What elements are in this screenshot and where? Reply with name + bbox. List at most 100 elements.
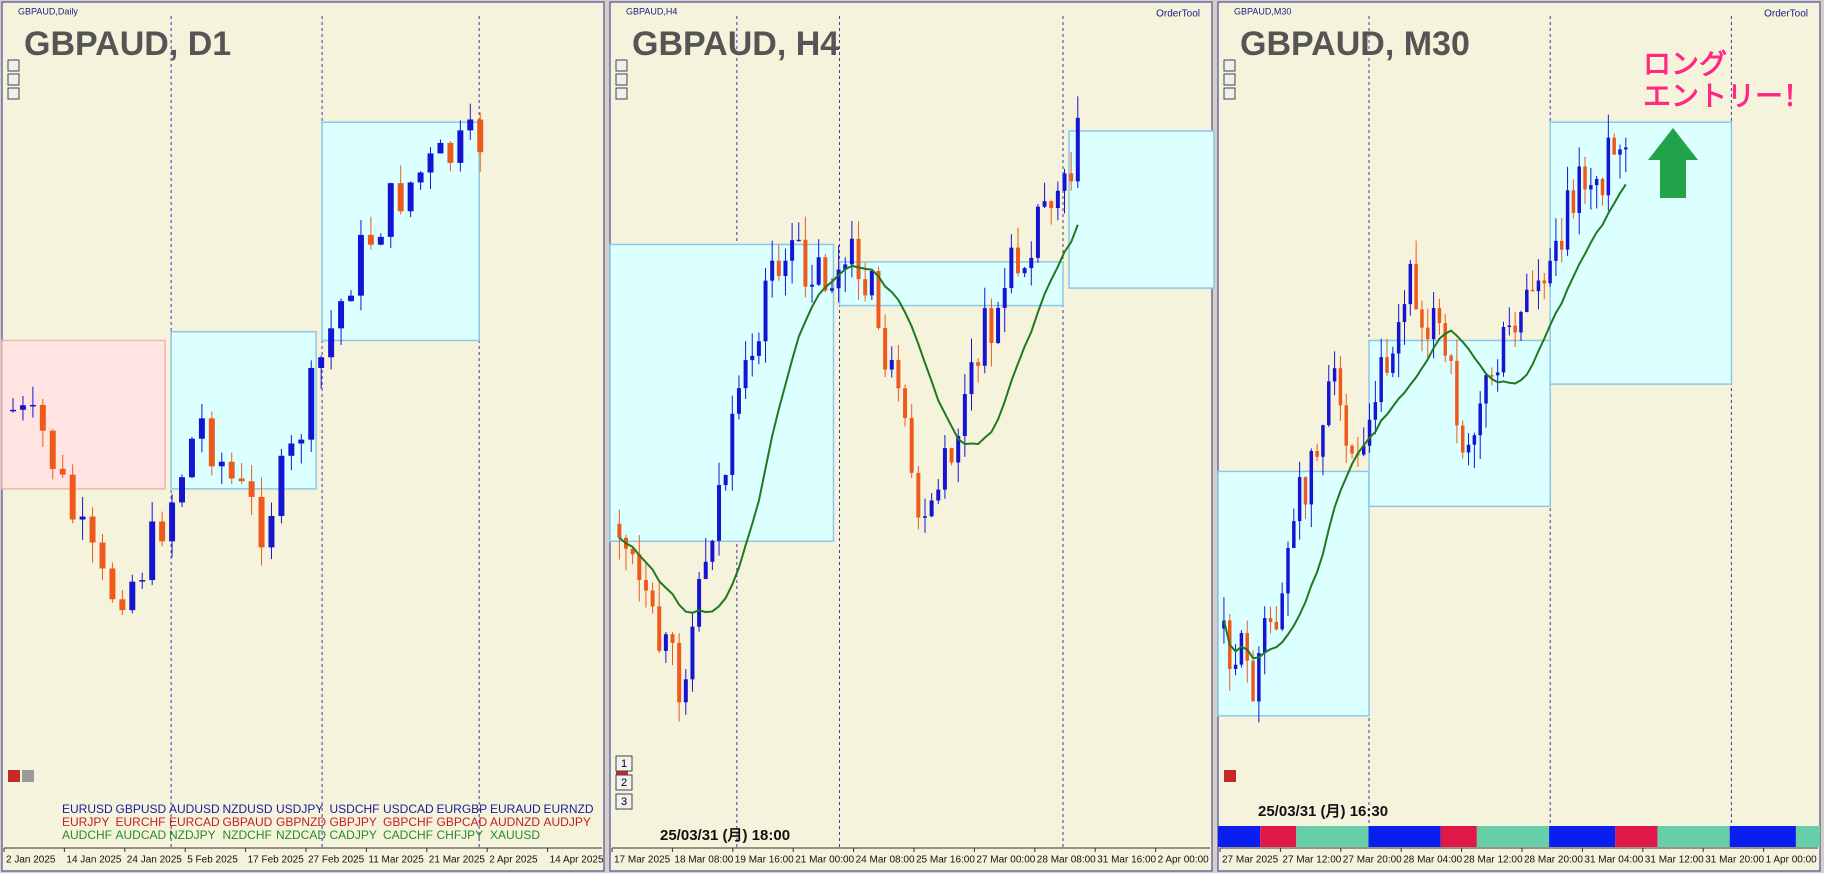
candle-body: [942, 448, 947, 490]
session-bar: [1615, 826, 1658, 847]
session-bar: [1368, 826, 1441, 847]
scroll-button[interactable]: [7, 73, 20, 86]
preset-button-label[interactable]: 2: [621, 777, 627, 789]
symbol-link[interactable]: AUDNZD: [490, 815, 540, 829]
candle-body: [690, 626, 695, 680]
symbol-link[interactable]: AUDUSD: [169, 802, 220, 816]
candle-body: [663, 634, 668, 651]
button-min[interactable]: [22, 770, 34, 782]
candle-body: [849, 238, 854, 265]
x-tick-label: 24 Mar 08:00: [856, 855, 915, 866]
candle-body: [1233, 664, 1238, 669]
candle-body: [1292, 521, 1296, 548]
preset-button-label[interactable]: 1: [621, 758, 627, 770]
candle-body: [796, 239, 801, 242]
candle-body: [1525, 289, 1529, 313]
candle-body: [810, 284, 815, 287]
symbol-link[interactable]: EURAUD: [490, 802, 541, 816]
candle-body: [836, 269, 841, 289]
candle-body: [427, 153, 434, 173]
candle-body: [750, 355, 755, 361]
symbol-link[interactable]: EURCAD: [169, 815, 220, 829]
button-close[interactable]: [1224, 770, 1236, 782]
range-box: [321, 121, 480, 342]
candle-body: [1484, 375, 1488, 404]
symbol-link[interactable]: AUDCHF: [62, 828, 112, 842]
symbol-link[interactable]: NZDCAD: [276, 828, 326, 842]
x-tick-label: 2 Apr 2025: [489, 855, 538, 866]
candle-body: [298, 439, 305, 444]
candle-body: [617, 523, 622, 538]
symbol-link[interactable]: EURGBP: [437, 802, 488, 816]
symbol-link[interactable]: USDCAD: [383, 802, 434, 816]
candle-body: [288, 443, 295, 456]
symbol-title: GBPAUD, D1: [24, 25, 231, 63]
symbol-link[interactable]: AUDCAD: [116, 828, 167, 842]
symbol-title: GBPAUD, M30: [1240, 25, 1470, 63]
candle-body: [1606, 137, 1611, 196]
symbol-link[interactable]: GBPCAD: [437, 815, 488, 829]
symbol-link[interactable]: GBPAUD: [223, 815, 273, 829]
scroll-button[interactable]: [615, 59, 628, 72]
symbol-link[interactable]: GBPJPY: [330, 815, 377, 829]
candle-body: [889, 360, 894, 370]
scroll-button[interactable]: [615, 73, 628, 86]
moving-average: [1222, 183, 1627, 660]
candle-body: [437, 142, 444, 154]
symbol-link[interactable]: GBPUSD: [116, 802, 167, 816]
session-bar: [1440, 826, 1477, 847]
candle-body: [218, 461, 225, 467]
candle-body: [843, 264, 848, 270]
candle-body: [407, 182, 414, 212]
symbol-link[interactable]: CADJPY: [330, 828, 377, 842]
symbol-link[interactable]: NZDJPY: [169, 828, 216, 842]
scroll-button[interactable]: [7, 87, 20, 100]
preset-button-label[interactable]: 3: [621, 796, 627, 808]
window-title: GBPAUD,H4: [626, 6, 677, 16]
scroll-button[interactable]: [1223, 73, 1236, 86]
candle-body: [743, 360, 748, 389]
symbol-link[interactable]: NZDCHF: [223, 828, 272, 842]
symbol-link[interactable]: EURJPY: [62, 815, 109, 829]
symbol-title: GBPAUD, H4: [632, 25, 839, 63]
symbol-link[interactable]: EURUSD: [62, 802, 113, 816]
candle-body: [1332, 368, 1337, 382]
candle-body: [703, 561, 708, 580]
button-close[interactable]: [8, 770, 20, 782]
candle-body: [367, 234, 374, 245]
candle-body: [976, 362, 981, 366]
candle-body: [1245, 633, 1249, 661]
symbol-link[interactable]: GBPNZD: [276, 815, 326, 829]
symbol-link[interactable]: XAUUSD: [490, 828, 540, 842]
x-tick-label: 21 Mar 00:00: [795, 855, 854, 866]
symbol-link[interactable]: EURCHF: [116, 815, 166, 829]
scroll-button[interactable]: [7, 59, 20, 72]
candle-body: [1495, 372, 1500, 376]
symbol-link[interactable]: USDCHF: [330, 802, 380, 816]
preset-button[interactable]: [615, 755, 633, 772]
order-tool-label[interactable]: OrderTool: [1764, 9, 1808, 20]
x-tick-label: 31 Mar 20:00: [1705, 855, 1764, 866]
symbol-link[interactable]: CHFJPY: [437, 828, 484, 842]
candle-body: [447, 142, 454, 163]
preset-button[interactable]: [615, 793, 633, 810]
candle-body: [169, 502, 176, 542]
x-tick-label: 18 Mar 08:00: [674, 855, 733, 866]
scroll-button[interactable]: [1223, 87, 1236, 100]
order-tool-label[interactable]: OrderTool: [1156, 9, 1200, 20]
symbol-link[interactable]: NZDUSD: [223, 802, 273, 816]
x-tick-label: 31 Mar 12:00: [1645, 855, 1704, 866]
scroll-button[interactable]: [1223, 59, 1236, 72]
symbol-link[interactable]: EURNZD: [544, 802, 594, 816]
symbol-link[interactable]: USDJPY: [276, 802, 323, 816]
candle-body: [208, 418, 215, 467]
session-bar: [1795, 826, 1820, 847]
symbol-link[interactable]: CADCHF: [383, 828, 433, 842]
candle-body: [238, 478, 245, 482]
candle-body: [1042, 201, 1047, 207]
scroll-button[interactable]: [615, 87, 628, 100]
symbol-link[interactable]: GBPCHF: [383, 815, 433, 829]
symbol-link[interactable]: AUDJPY: [544, 815, 591, 829]
candle-body: [248, 481, 255, 497]
preset-button[interactable]: [615, 774, 633, 791]
